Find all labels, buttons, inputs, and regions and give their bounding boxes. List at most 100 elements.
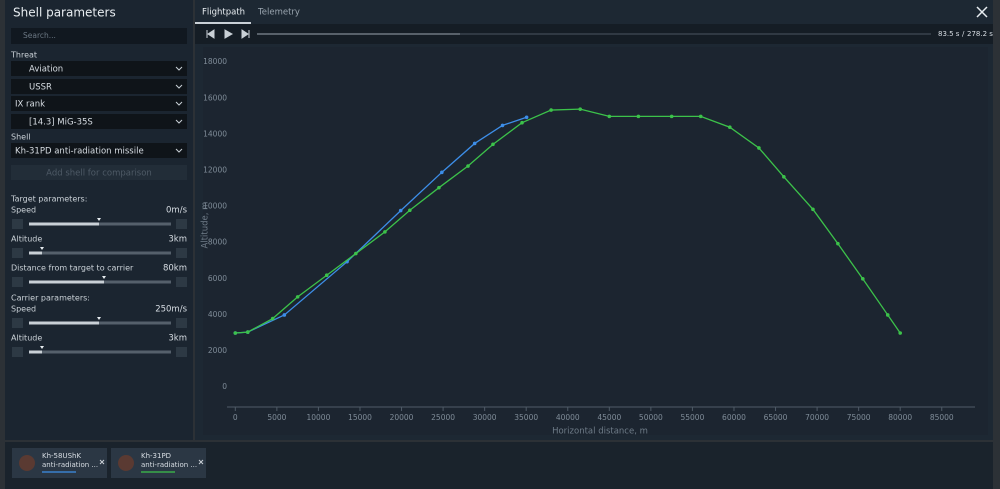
y-tick-label: 0 (222, 382, 227, 391)
current-time: 83.5 s (938, 30, 960, 38)
point (885, 313, 890, 317)
minus-button[interactable] (12, 248, 23, 258)
player-controls[interactable] (206, 29, 250, 39)
dropdown[interactable] (11, 61, 187, 76)
point (233, 331, 238, 335)
point (491, 142, 495, 147)
card-close[interactable] (198, 459, 204, 465)
x-axis-label: Horizontal distance, m (552, 427, 648, 437)
point (354, 251, 358, 256)
plus-button[interactable] (176, 318, 187, 328)
point (607, 114, 612, 119)
series-line (235, 108, 901, 334)
carrier-label: Carrier parameters: (11, 294, 90, 303)
dropdown[interactable] (11, 79, 187, 94)
x-tick-label: 45000 (597, 413, 621, 422)
add-shell-text: Add shell for comparison (46, 169, 152, 179)
chevron (175, 101, 183, 106)
point (245, 330, 250, 334)
minus-button[interactable] (12, 347, 23, 357)
x-tick-label: 80000 (888, 413, 912, 422)
x-tick-label: 15000 (348, 413, 372, 422)
y-tick-label: 14000 (203, 129, 227, 138)
point (520, 120, 524, 125)
card-close[interactable] (99, 459, 105, 465)
param-value: 250m/s (155, 305, 187, 315)
x-tick-label: 25000 (431, 413, 455, 422)
card-subtitle: anti-radiation ... (42, 461, 98, 469)
param-value: 80km (163, 264, 187, 274)
y-tick-label: 12000 (203, 166, 227, 175)
shell-icon (118, 455, 134, 471)
x-tick-label: 40000 (556, 413, 580, 422)
point (698, 114, 703, 119)
param-label: Altitude (11, 235, 42, 244)
shell-value: Kh-31PD anti-radiation missile (15, 147, 144, 157)
param-label: Altitude (11, 334, 42, 343)
tab[interactable]: Flightpath (202, 8, 245, 18)
point (811, 207, 815, 212)
card-title: Kh-58UShK (42, 452, 81, 460)
slider-thumb (97, 317, 101, 320)
param-label: Distance from target to carrier (11, 264, 134, 273)
dropdown-value: [14.3] MiG-35S (29, 118, 93, 128)
total-time: 278.2 s (967, 30, 993, 38)
dropdown-value: IX rank (15, 100, 45, 110)
point (782, 175, 786, 179)
tab[interactable]: Telemetry (257, 8, 300, 18)
search-placeholder: Search... (23, 31, 56, 40)
point (398, 208, 403, 213)
point (408, 208, 412, 213)
minus-button[interactable] (12, 277, 23, 287)
search-box[interactable] (11, 28, 187, 44)
y-axis-label: Altitude, m (201, 202, 211, 249)
point (295, 295, 300, 299)
minus-button[interactable] (12, 318, 23, 328)
plus-button[interactable] (176, 277, 187, 287)
x-tick-label: 10000 (306, 413, 330, 422)
y-tick-label: 6000 (208, 274, 227, 283)
card-title: Kh-31PD (141, 452, 171, 460)
chevron (175, 66, 183, 71)
point (383, 230, 387, 234)
x-tick-label: 35000 (514, 413, 538, 422)
target-label: Target parameters: (10, 195, 87, 204)
slider-thumb (40, 247, 44, 250)
param-value: 0m/s (166, 206, 188, 216)
point (836, 241, 840, 246)
chevron (175, 119, 183, 124)
x-tick-label: 55000 (680, 413, 704, 422)
add-shell-button[interactable] (11, 165, 187, 180)
point (898, 331, 902, 335)
minus-button[interactable] (12, 219, 23, 229)
plus-button[interactable] (176, 248, 187, 258)
close-button[interactable] (976, 6, 988, 18)
x-tick-label: 0 (233, 413, 238, 422)
time-separator: / (962, 30, 965, 38)
x-tick-label: 50000 (639, 413, 663, 422)
point (549, 108, 553, 112)
point (728, 125, 732, 130)
plus-button[interactable] (176, 219, 187, 229)
point (466, 164, 470, 168)
dropdown[interactable] (11, 114, 187, 129)
shell-icon (19, 455, 35, 471)
x-tick-label: 30000 (473, 413, 497, 422)
plus-button[interactable] (176, 347, 187, 357)
x-tick-label: 85000 (930, 413, 954, 422)
x-tick-label: 20000 (390, 413, 414, 422)
param-value: 3km (168, 235, 187, 245)
x-tick-label: 75000 (847, 413, 871, 422)
chevron (175, 84, 183, 89)
slider-thumb (40, 346, 44, 349)
y-tick-label: 4000 (208, 310, 227, 319)
dropdown[interactable] (11, 96, 187, 111)
x-tick-label: 5000 (267, 413, 286, 422)
slider-thumb (97, 218, 101, 221)
x-tick-label: 70000 (805, 413, 829, 422)
dropdown-value: USSR (29, 83, 52, 93)
shell-dropdown[interactable] (11, 143, 187, 158)
y-tick-label: 18000 (203, 57, 227, 66)
